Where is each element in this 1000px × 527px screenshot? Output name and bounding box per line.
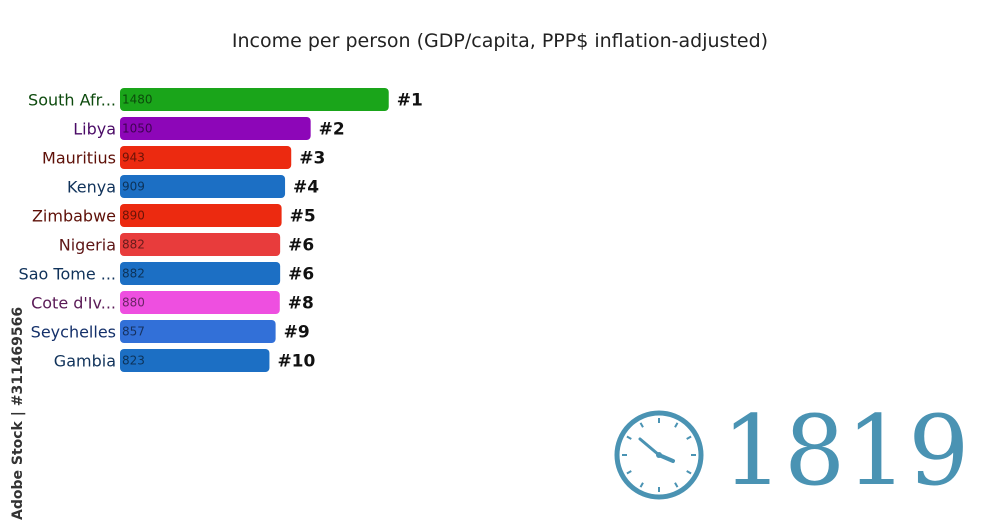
value-label: 943 xyxy=(122,151,145,165)
value-label: 1480 xyxy=(122,93,153,107)
bar-9 xyxy=(120,320,276,343)
category-label: Mauritius xyxy=(42,149,116,168)
rank-label: #2 xyxy=(319,120,345,140)
value-label: 890 xyxy=(122,209,145,223)
value-label: 1050 xyxy=(122,122,153,136)
category-label: Kenya xyxy=(67,178,116,197)
chart-title: Income per person (GDP/capita, PPP$ infl… xyxy=(231,30,769,52)
rank-label: #4 xyxy=(293,178,319,198)
value-label: 882 xyxy=(122,238,145,252)
category-label: Sao Tome ... xyxy=(19,265,116,284)
category-label: Gambia xyxy=(54,352,116,371)
rank-label: #5 xyxy=(290,207,316,227)
bar-5 xyxy=(120,204,282,227)
bar-3 xyxy=(120,146,292,169)
rank-label: #3 xyxy=(299,149,325,169)
category-label: Cote d'Iv... xyxy=(31,294,116,313)
category-label: Zimbabwe xyxy=(32,207,116,226)
category-label: South Afr... xyxy=(28,91,116,110)
rank-label: #6 xyxy=(288,236,314,256)
value-label: 882 xyxy=(122,267,145,281)
category-label: Nigeria xyxy=(59,236,116,255)
rank-label: #10 xyxy=(277,352,315,372)
rank-label: #6 xyxy=(288,265,314,285)
bar-6 xyxy=(120,233,281,256)
bar-10 xyxy=(120,349,270,372)
year-label: 1819 xyxy=(722,395,971,507)
bar-8 xyxy=(120,291,280,314)
clock-icon xyxy=(614,410,704,500)
category-label: Seychelles xyxy=(31,323,116,342)
value-label: 857 xyxy=(122,325,145,339)
rank-label: #8 xyxy=(288,294,314,314)
bar-1 xyxy=(120,88,389,111)
bar-7 xyxy=(120,262,281,285)
category-label: Libya xyxy=(73,120,116,139)
bar-4 xyxy=(120,175,286,198)
value-label: 880 xyxy=(122,296,145,310)
bar-2 xyxy=(120,117,311,140)
rank-label: #9 xyxy=(284,323,310,343)
rank-label: #1 xyxy=(397,91,423,111)
value-label: 909 xyxy=(122,180,145,194)
value-label: 823 xyxy=(122,354,145,368)
stock-id-watermark: Adobe Stock | #311469566 xyxy=(10,306,26,520)
